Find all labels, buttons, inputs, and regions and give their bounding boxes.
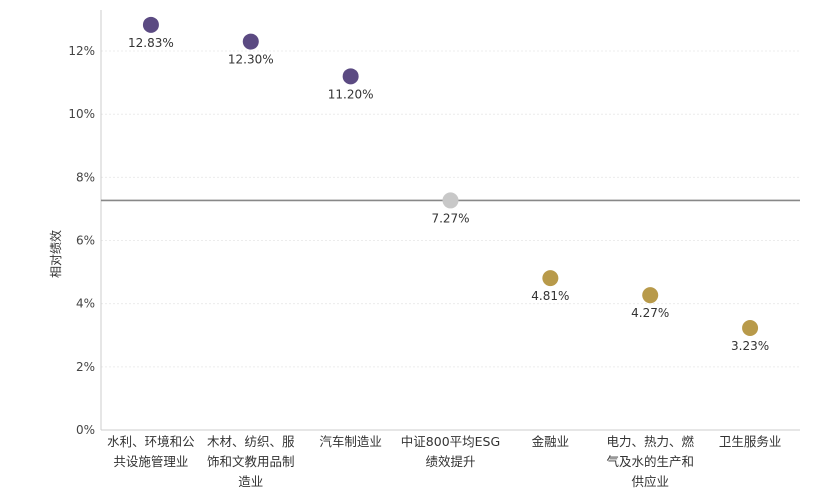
data-point	[242, 33, 259, 50]
x-category-label: 金融业	[532, 434, 570, 449]
y-tick-label: 0%	[76, 423, 95, 437]
data-point	[542, 270, 559, 287]
data-point	[142, 16, 159, 33]
data-point	[442, 192, 459, 209]
data-label: 12.83%	[128, 36, 174, 50]
data-label: 11.20%	[328, 87, 374, 101]
x-category-label-line: 绩效提升	[425, 454, 475, 469]
x-category-label-line: 供应业	[631, 474, 669, 489]
x-category-label: 电力、热力、燃气及水的生产和供应业	[606, 434, 694, 489]
axis-layer: 0% 2% 4% 6% 8% 10% 12%	[68, 10, 800, 437]
y-tick-label: 6%	[76, 234, 95, 248]
data-label: 12.30%	[228, 53, 274, 67]
grid-layer	[101, 50, 800, 368]
data-label: 4.27%	[631, 306, 669, 320]
labels-layer: 12.83% 12.30% 11.20% 7.27% 4.81% 4.27% 3.23%	[128, 36, 769, 353]
data-label: 4.81%	[531, 289, 569, 303]
x-category-label-line: 电力、热力、燃	[606, 434, 694, 449]
x-category-label: 木材、纺织、服饰和文教用品制造业	[207, 434, 295, 489]
x-category-label: 汽车制造业	[319, 434, 382, 449]
y-tick-label: 10%	[68, 107, 95, 121]
data-label: 3.23%	[731, 339, 769, 353]
x-category-label: 卫生服务业	[719, 434, 782, 449]
x-category-label-line: 造业	[238, 474, 263, 489]
x-category-label-line: 汽车制造业	[319, 434, 382, 449]
x-category-label-line: 卫生服务业	[719, 434, 782, 449]
y-tick-label: 8%	[76, 170, 95, 184]
x-category-label: 水利、环境和公共设施管理业	[107, 434, 195, 469]
y-axis-title: 相对绩效	[48, 230, 63, 278]
data-label: 7.27%	[431, 211, 469, 225]
x-category-label-line: 水利、环境和公	[107, 434, 195, 449]
x-category-label: 中证800平均ESG 绩效提升	[401, 434, 500, 469]
x-category-label-line: 饰和文教用品制	[207, 454, 295, 469]
x-category-label-line: 中证800平均ESG	[401, 434, 500, 449]
x-category-label-line: 金融业	[532, 434, 570, 449]
y-tick-label: 2%	[76, 360, 95, 374]
points-layer	[142, 16, 759, 336]
x-category-label-line: 气及水的生产和	[606, 454, 694, 469]
y-tick-label: 12%	[68, 44, 95, 58]
x-category-label-line: 木材、纺织、服	[207, 434, 295, 449]
x-category-label-line: 共设施管理业	[113, 454, 188, 469]
data-point	[342, 68, 359, 85]
data-point	[642, 287, 659, 304]
y-tick-label: 4%	[76, 297, 95, 311]
data-point	[742, 320, 759, 336]
